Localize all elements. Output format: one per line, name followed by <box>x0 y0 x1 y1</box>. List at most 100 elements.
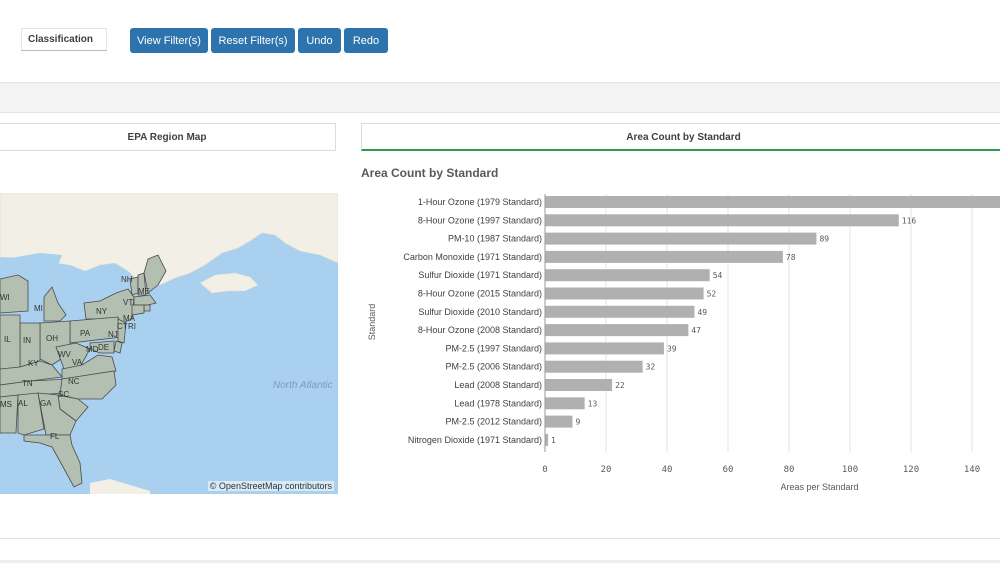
bar[interactable] <box>545 250 783 263</box>
state-me[interactable] <box>143 254 167 294</box>
state-label-ny: NY <box>96 307 108 316</box>
state-mi[interactable] <box>43 286 67 322</box>
value-label: 54 <box>713 271 723 280</box>
state-label-ga: GA <box>40 399 52 408</box>
value-label: 89 <box>819 235 829 244</box>
state-label-in: IN <box>23 336 31 345</box>
state-fl[interactable] <box>23 434 83 488</box>
chart-x-ticks: 0 20 40 60 80 100 120 140 <box>542 465 980 475</box>
value-label: 9 <box>575 418 580 427</box>
category-label: Lead (2008 Standard) <box>454 380 542 390</box>
bar[interactable] <box>545 305 695 318</box>
tab-area-count-by-standard[interactable]: Area Count by Standard <box>361 123 1000 151</box>
state-label-sc: SC <box>58 390 69 399</box>
divider <box>0 538 1000 539</box>
nova-scotia-land <box>199 272 259 294</box>
bar[interactable] <box>545 324 689 337</box>
lake-michigan <box>30 271 42 315</box>
bar-chart[interactable]: 1-Hour Ozone (1979 Standard) 8-Hour Ozone… <box>361 188 1000 498</box>
state-label-ri: RI <box>128 322 136 331</box>
bar[interactable] <box>545 269 710 282</box>
tab-epa-region-map[interactable]: EPA Region Map <box>0 123 336 151</box>
map-canvas[interactable]: ME VT NH NY MA RI CT WI MI PA NJ IL IN O… <box>0 193 338 494</box>
bar[interactable] <box>545 415 573 428</box>
state-label-wv: WV <box>58 350 72 359</box>
toolbar: Classification View Filter(s) Reset Filt… <box>0 0 1000 82</box>
category-label: Lead (1978 Standard) <box>454 398 542 408</box>
state-nh[interactable] <box>137 272 147 296</box>
state-label-al: AL <box>18 399 28 408</box>
bar[interactable] <box>545 433 549 446</box>
value-label: 22 <box>615 381 625 390</box>
value-label: 52 <box>707 290 717 299</box>
state-label-nj: NJ <box>108 330 118 339</box>
caribbean-land <box>90 479 150 494</box>
x-tick-label: 100 <box>842 465 858 475</box>
redo-button[interactable]: Redo <box>344 28 388 53</box>
bar[interactable] <box>545 379 613 391</box>
state-label-il: IL <box>4 335 11 344</box>
bar[interactable] <box>545 214 899 227</box>
value-label: 116 <box>902 216 917 225</box>
chart-title: Area Count by Standard <box>361 166 499 180</box>
category-label: PM-10 (1987 Standard) <box>448 234 542 244</box>
state-label-md: MD <box>86 345 99 354</box>
category-label: Sulfur Dioxide (1971 Standard) <box>418 270 542 280</box>
chart-bars[interactable] <box>545 196 1000 446</box>
state-wi[interactable] <box>0 274 29 314</box>
value-label: 13 <box>588 399 598 408</box>
state-wv[interactable] <box>55 342 91 370</box>
state-de[interactable] <box>113 340 123 354</box>
category-label: Nitrogen Dioxide (1971 Standard) <box>408 435 542 445</box>
state-al[interactable] <box>17 392 45 436</box>
value-label: 32 <box>646 363 656 372</box>
x-axis-title: Areas per Standard <box>780 482 858 492</box>
state-nj[interactable] <box>117 318 127 344</box>
reset-filters-button[interactable]: Reset Filter(s) <box>211 28 295 53</box>
epa-region-map[interactable]: ME VT NH NY MA RI CT WI MI PA NJ IL IN O… <box>0 193 338 494</box>
value-label: 47 <box>691 326 701 335</box>
state-label-de: DE <box>98 343 109 352</box>
state-ms[interactable] <box>0 394 19 434</box>
canada-land <box>0 193 338 289</box>
state-label-ct: CT <box>117 322 128 331</box>
state-labels: ME VT NH NY MA RI CT WI MI PA NJ IL IN O… <box>0 275 150 441</box>
bar[interactable] <box>545 232 817 245</box>
state-ma[interactable] <box>133 294 157 306</box>
state-label-nh: NH <box>121 275 133 284</box>
state-label-oh: OH <box>46 334 58 343</box>
selection-bar <box>0 82 1000 113</box>
y-axis-title: Standard <box>367 304 377 341</box>
undo-button[interactable]: Undo <box>298 28 341 53</box>
state-label-nc: NC <box>68 377 80 386</box>
category-label: Sulfur Dioxide (2010 Standard) <box>418 307 542 317</box>
category-label: PM-2.5 (2012 Standard) <box>445 417 542 427</box>
bar[interactable] <box>545 196 1000 208</box>
state-label-va: VA <box>72 358 83 367</box>
us-states[interactable] <box>0 254 167 488</box>
x-tick-label: 20 <box>601 465 612 475</box>
bar[interactable] <box>545 360 643 373</box>
state-label-wi: WI <box>0 293 10 302</box>
x-tick-label: 120 <box>903 465 919 475</box>
bar[interactable] <box>545 342 664 355</box>
x-tick-label: 40 <box>662 465 673 475</box>
x-tick-label: 60 <box>723 465 734 475</box>
category-label: Carbon Monoxide (1971 Standard) <box>403 252 542 262</box>
state-md[interactable] <box>89 340 115 354</box>
category-label: 8-Hour Ozone (2008 Standard) <box>418 325 542 335</box>
lake-superior <box>5 253 62 269</box>
state-label-me: ME <box>138 287 150 296</box>
bar[interactable] <box>545 397 585 410</box>
value-label: 49 <box>697 308 707 317</box>
map-attribution[interactable]: © OpenStreetMap contributors <box>207 481 334 491</box>
category-label: PM-2.5 (1997 Standard) <box>445 343 542 353</box>
state-label-ms: MS <box>0 400 12 409</box>
state-ri[interactable] <box>143 304 151 312</box>
lake-huron <box>50 271 75 305</box>
view-filters-button[interactable]: View Filter(s) <box>130 28 208 53</box>
state-ct[interactable] <box>131 304 145 316</box>
bar[interactable] <box>545 287 704 300</box>
classification-selector[interactable]: Classification <box>21 28 107 51</box>
